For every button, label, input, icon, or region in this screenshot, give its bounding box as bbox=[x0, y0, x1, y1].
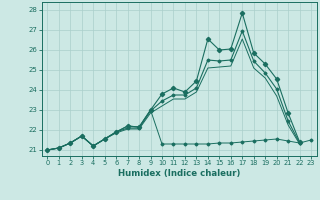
X-axis label: Humidex (Indice chaleur): Humidex (Indice chaleur) bbox=[118, 169, 240, 178]
